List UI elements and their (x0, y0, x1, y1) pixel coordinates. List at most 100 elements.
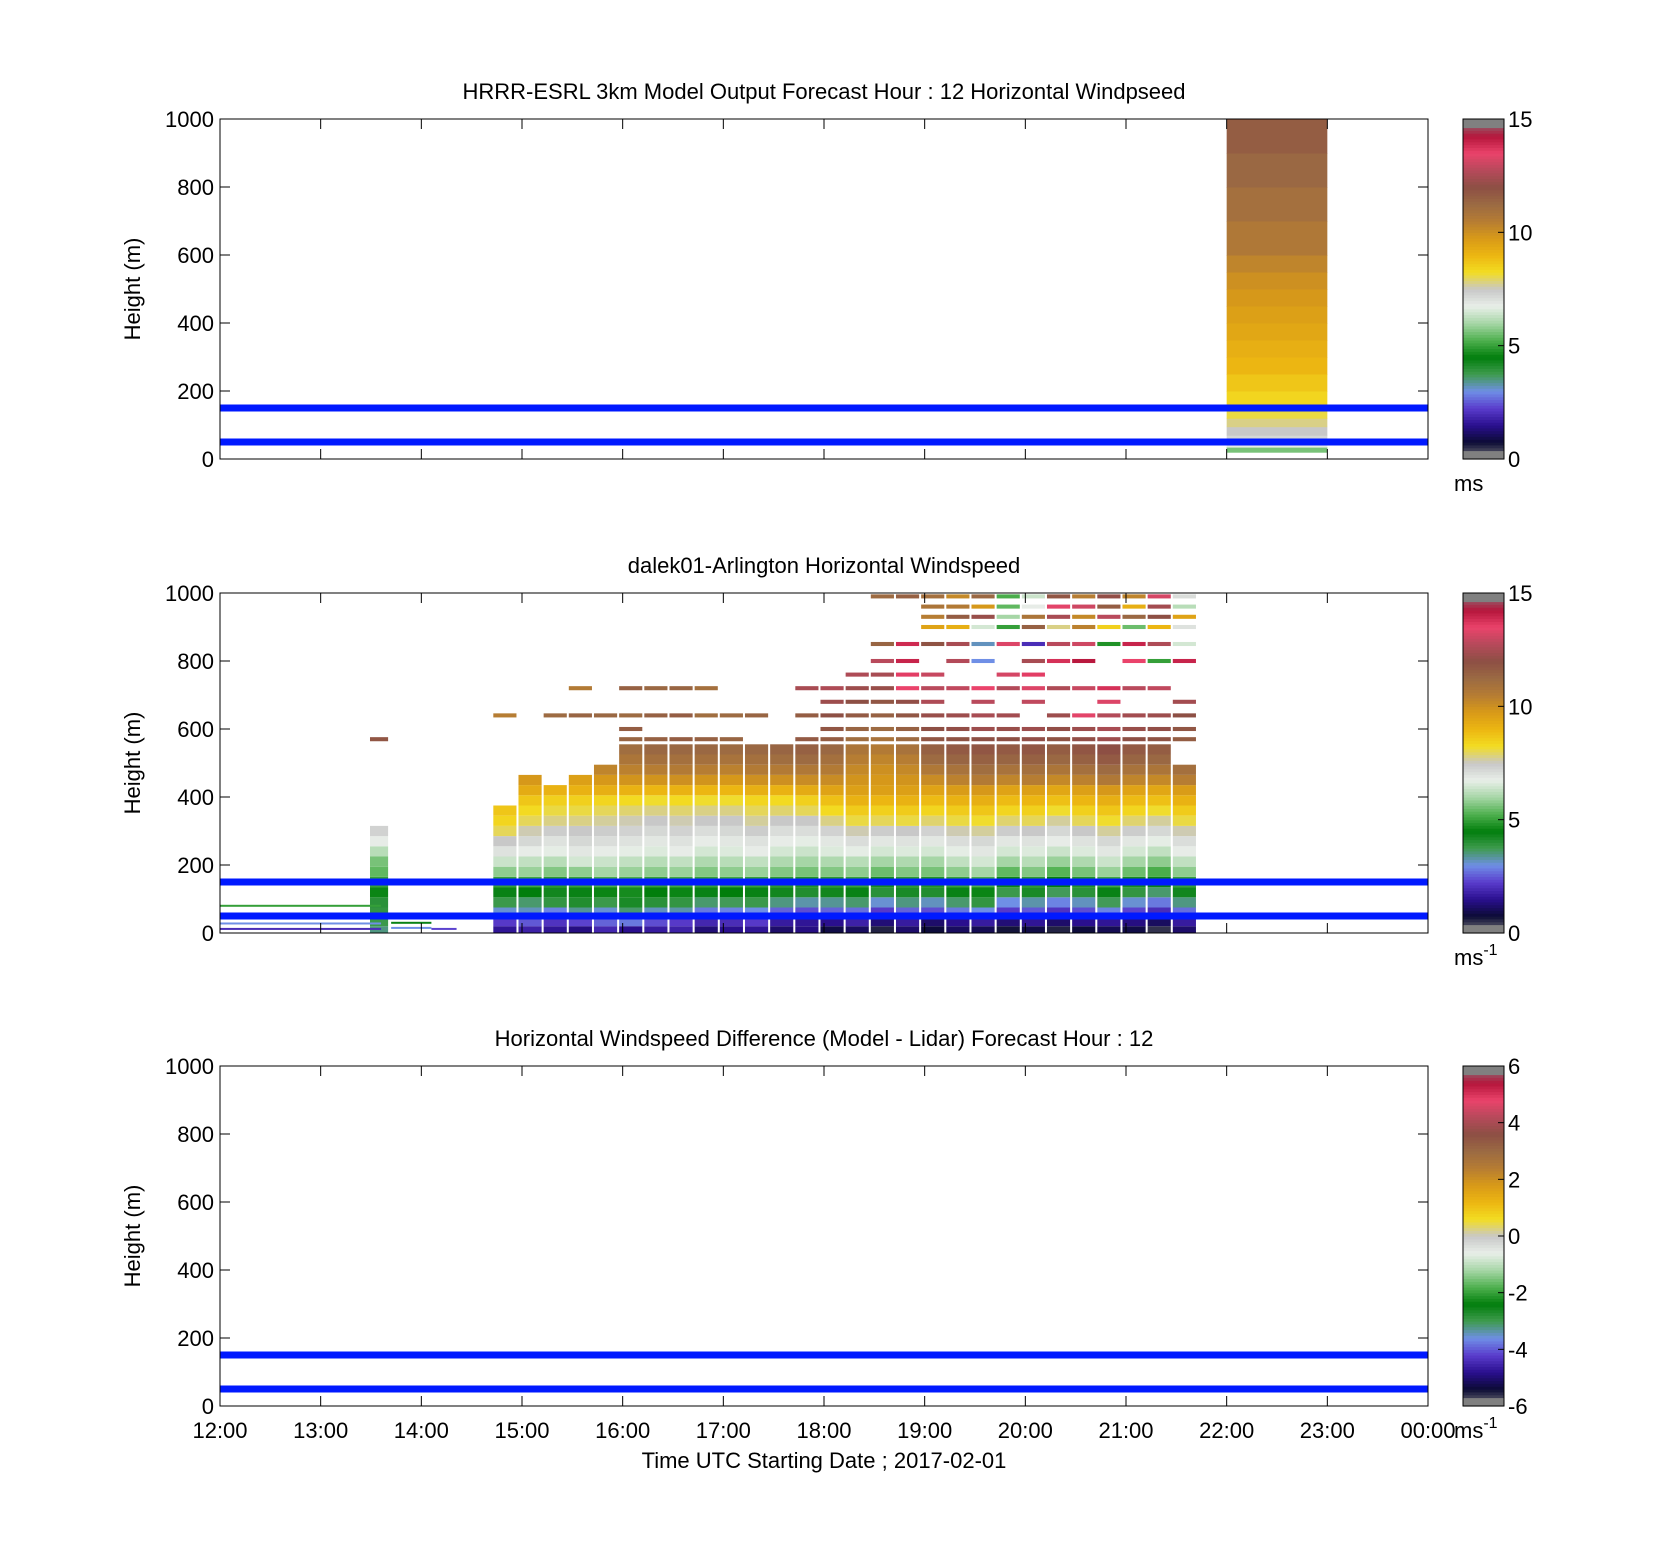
colorbar-segment (1463, 1148, 1504, 1152)
colorbar-segment (1463, 641, 1504, 645)
lidar-cell (669, 887, 693, 898)
colorbar-segment (1463, 791, 1504, 795)
colorbar-segment (1463, 1397, 1504, 1401)
lidar-cell (1021, 774, 1045, 786)
lidar-cell (644, 713, 668, 718)
lidar-cell (946, 866, 970, 877)
lidar-cell (568, 785, 592, 796)
lidar-cell (518, 926, 542, 933)
lidar-cell (744, 744, 769, 755)
lidar-cell (996, 726, 1020, 732)
lidar-cell (770, 805, 794, 816)
lidar-cell (1147, 795, 1171, 806)
lidar-cell (1072, 795, 1096, 806)
colorbar-segment (1463, 306, 1504, 310)
lidar-cell (795, 926, 819, 933)
colorbar-segment (1463, 354, 1504, 358)
lidar-cell (1072, 866, 1096, 877)
colorbar-segment (1463, 408, 1504, 412)
lidar-cell (719, 785, 743, 796)
colorbar-unit: ms-1 (1454, 1415, 1498, 1443)
colorbar-segment (1463, 780, 1504, 784)
lidar-cell (644, 744, 668, 755)
colorbar-segment (1463, 1289, 1504, 1294)
lidar-cell (1147, 825, 1171, 837)
lidar-cell (669, 744, 693, 755)
lidar-cell (1046, 856, 1071, 867)
y-tick-label: 600 (177, 243, 214, 268)
model-cell (1226, 289, 1328, 307)
lidar-cell (996, 594, 1020, 599)
colorbar-segment (1463, 1221, 1504, 1226)
colorbar-segment (1463, 260, 1504, 265)
lidar-cell (996, 604, 1020, 609)
colorbar-segment (1463, 1207, 1504, 1212)
lidar-cell (619, 785, 643, 796)
lidar-cell (644, 825, 668, 837)
lidar-cell (719, 926, 743, 933)
colorbar-segment (1463, 1139, 1504, 1144)
colorbar-segment (1463, 1094, 1504, 1098)
lidar-cell (971, 815, 995, 826)
lidar-cell (1021, 785, 1045, 796)
colorbar-segment (1463, 136, 1504, 140)
colorbar-segment (1463, 229, 1504, 233)
colorbar-segment (1463, 1108, 1504, 1112)
lidar-cell (971, 754, 995, 765)
colorbar-segment (1463, 879, 1504, 883)
lidar-cell (971, 785, 995, 796)
lidar-cell (770, 815, 794, 826)
colorbar-segment (1463, 289, 1504, 293)
lidar-cell (1122, 795, 1146, 806)
lidar-cell (971, 686, 995, 691)
colorbar-segment (1463, 865, 1504, 869)
lidar-cell (543, 856, 567, 867)
colorbar-segment (1463, 706, 1504, 710)
lidar-cell (845, 672, 869, 677)
colorbar-segment (1463, 675, 1504, 679)
lidar-trace (391, 926, 432, 929)
lidar-cell (770, 764, 794, 775)
lidar-cell (1097, 866, 1121, 877)
lidar-cell (1122, 856, 1146, 867)
colorbar-segment (1463, 1389, 1504, 1393)
lidar-cell (1147, 604, 1171, 609)
lidar-cell (593, 764, 618, 775)
colorbar-segment (1463, 286, 1504, 290)
lidar-cell (870, 805, 894, 816)
colorbar-segment (1463, 726, 1504, 730)
lidar-cell (369, 856, 389, 867)
lidar-cell (1046, 887, 1071, 898)
lidar-cell (946, 737, 970, 742)
colorbar-segment (1463, 904, 1504, 909)
colorbar-segment (1463, 896, 1504, 900)
lidar-cell (1046, 897, 1071, 908)
colorbar-segment (1463, 439, 1504, 443)
lidar-cell (946, 658, 970, 664)
colorbar-segment (1463, 430, 1504, 435)
lidar-cell (820, 926, 844, 933)
lidar-cell (971, 604, 995, 609)
lidar-cell (694, 744, 718, 755)
colorbar-segment (1463, 235, 1504, 239)
colorbar-segment (1463, 119, 1504, 123)
lidar-cell (1072, 846, 1096, 857)
lidar-cell (795, 774, 819, 786)
colorbar-segment (1463, 379, 1504, 384)
lidar-cell (694, 846, 718, 857)
colorbar-segment (1463, 357, 1504, 361)
x-tick-label: 17:00 (696, 1418, 751, 1443)
colorbar-segment (1463, 1298, 1504, 1302)
colorbar-segment (1463, 209, 1504, 214)
lidar-cell (971, 726, 995, 732)
colorbar-segment (1463, 255, 1504, 259)
lidar-cell (971, 641, 995, 647)
lidar-cell (1147, 917, 1171, 927)
lidar-cell (518, 795, 542, 806)
lidar-cell (1122, 815, 1146, 826)
lidar-cell (1072, 624, 1096, 630)
colorbar-segment (1463, 206, 1504, 211)
lidar-cell (619, 825, 643, 837)
lidar-cell (694, 737, 718, 742)
lidar-cell (946, 785, 970, 796)
